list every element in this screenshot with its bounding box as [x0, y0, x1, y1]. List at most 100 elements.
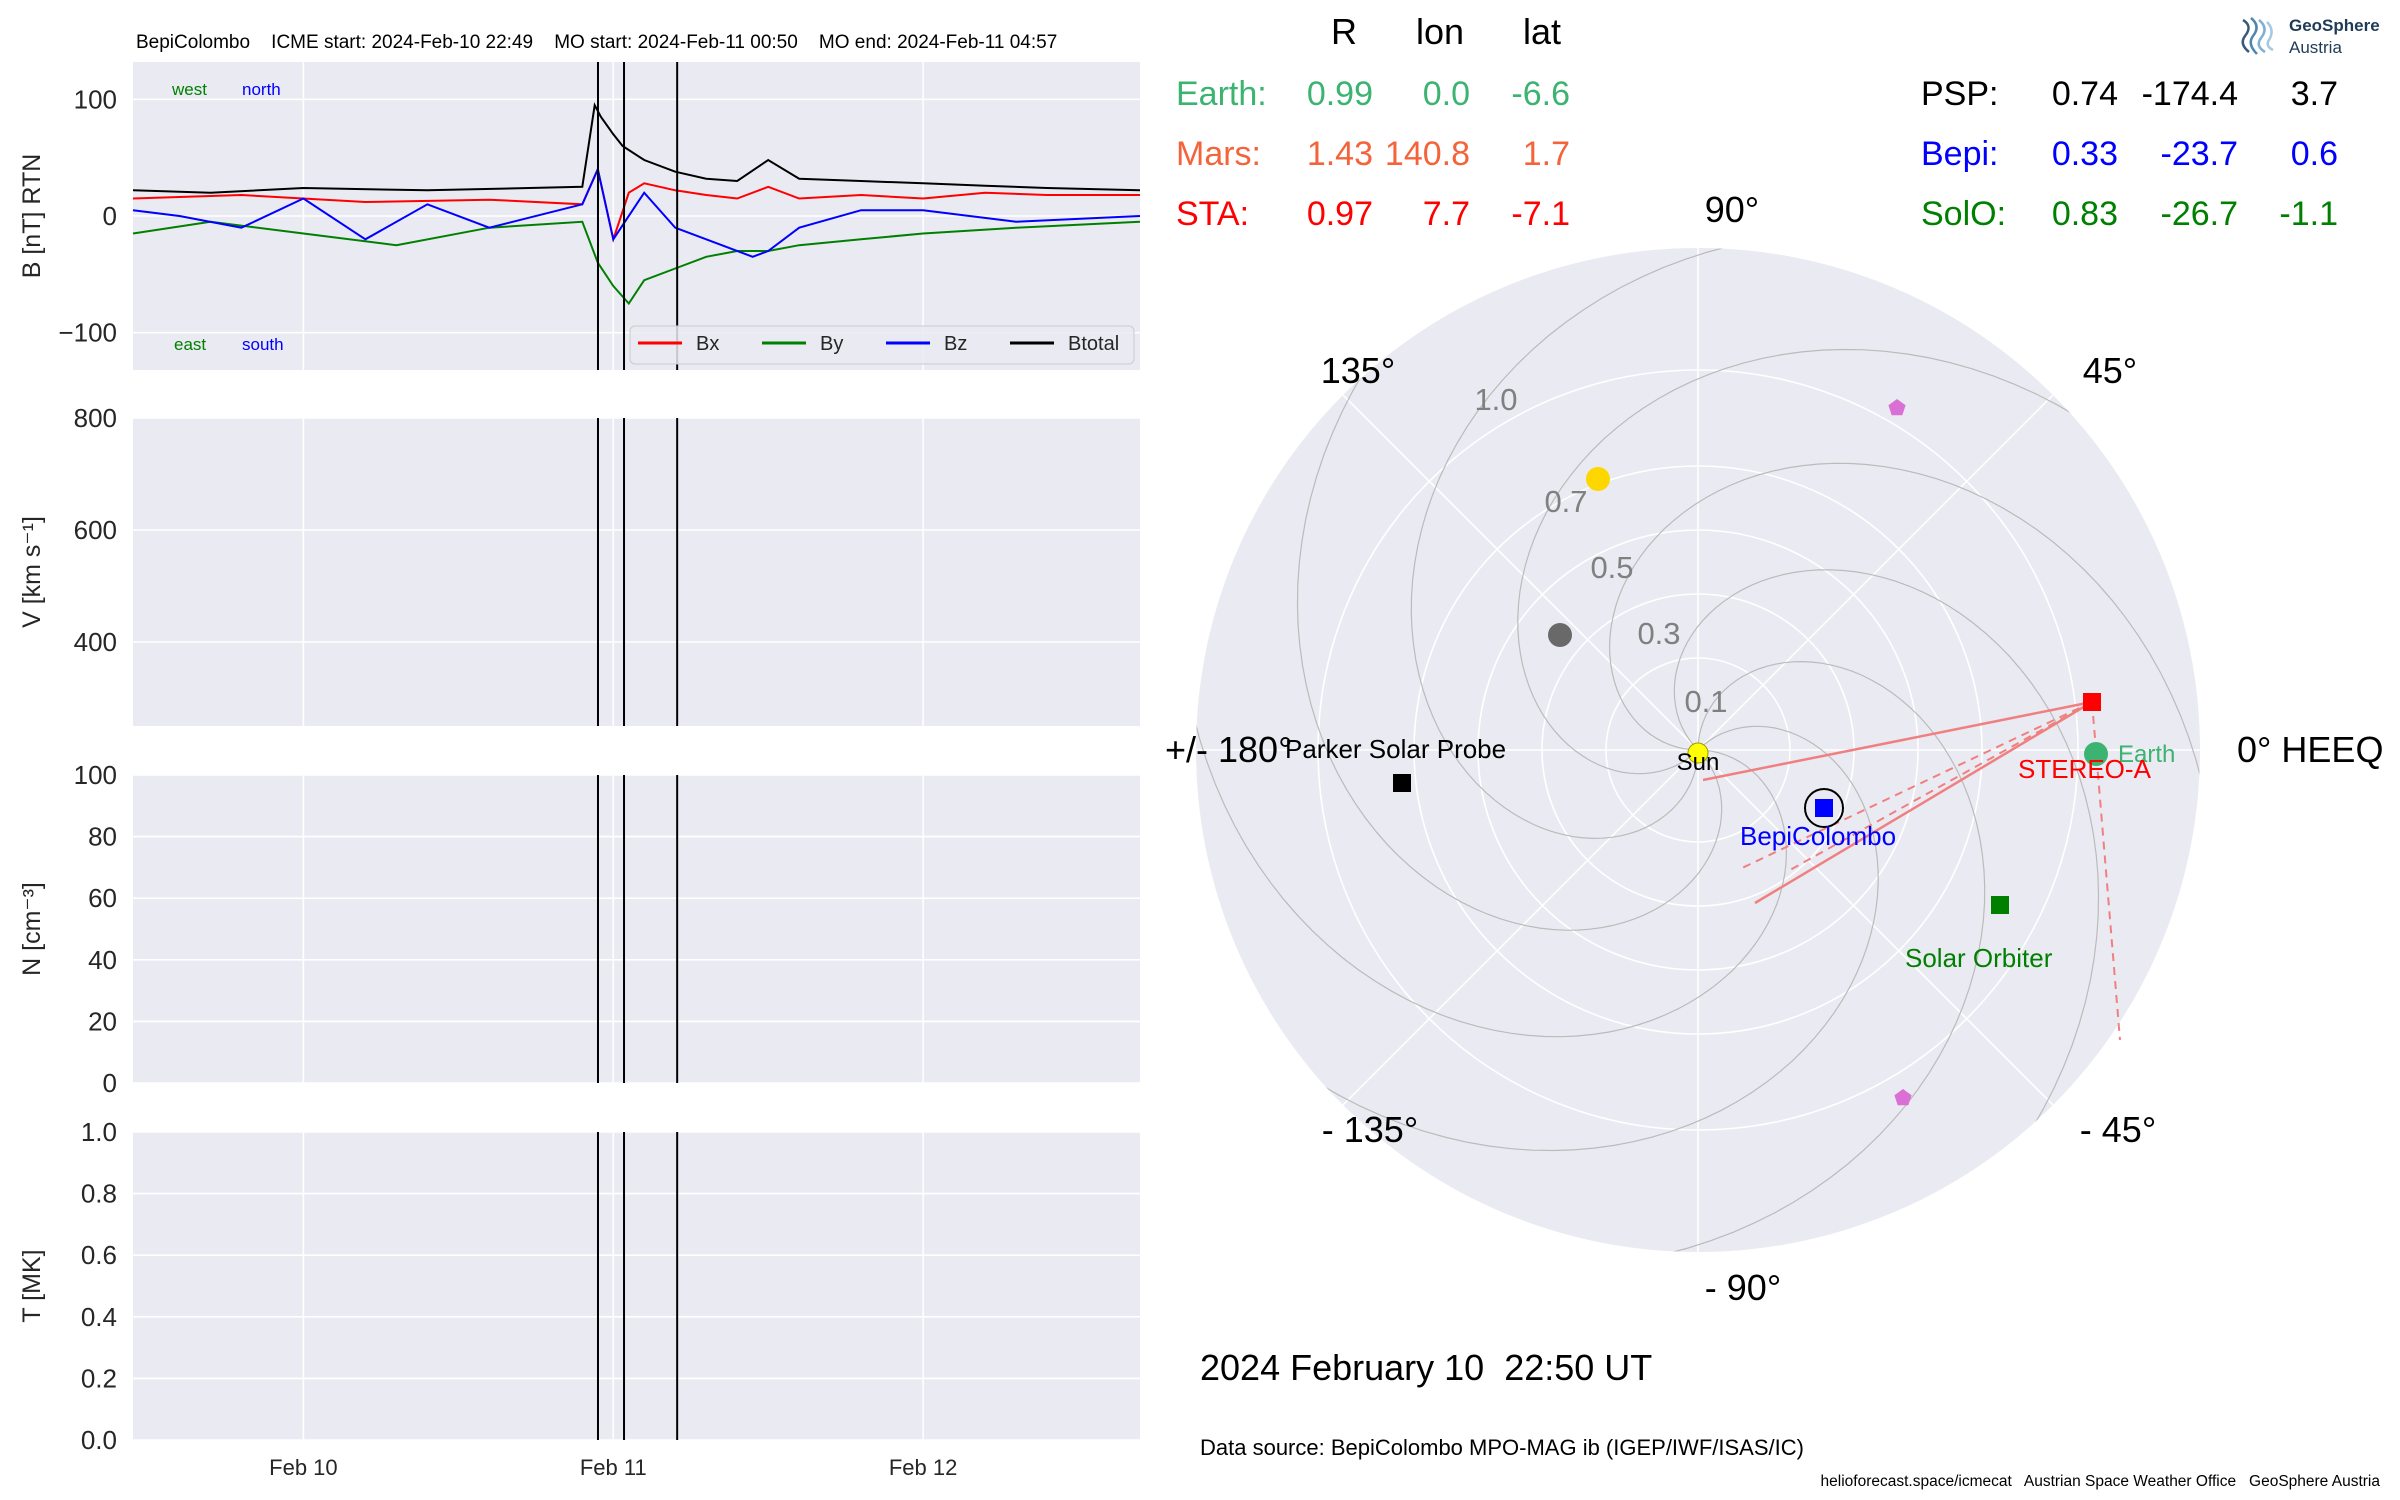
y-tick-label: 600: [74, 515, 117, 545]
legend-label-bx: Bx: [696, 333, 719, 355]
sun-label: Sun: [1677, 749, 1720, 776]
y-tick-label: −100: [58, 318, 117, 348]
time-label: 2024 February 10 22:50 UT: [1200, 1347, 1652, 1388]
table-row-label: PSP:: [1921, 75, 1998, 113]
table-row-label: Mars:: [1176, 135, 1261, 173]
series-line-btotal: [132, 102, 1141, 194]
y-tick-label: 1.0: [81, 1117, 117, 1147]
corner-label: south: [242, 335, 284, 354]
polar-angle-label: 0° HEEQ: [2237, 729, 2383, 770]
polar-r-tick-label: 0.1: [1684, 684, 1727, 719]
parker-spiral-line: [1608, 462, 2200, 1039]
y-axis-label: N [cm⁻³]: [18, 882, 46, 976]
position-table-left: Earth: 0.99 0.0 -6.6 Mars: 1.43 140.8 1.7 STA: 0.…: [1176, 75, 1570, 233]
parker-spiral-line: [1196, 461, 1788, 1038]
legend-box: [629, 325, 1135, 365]
y-tick-label: 40: [88, 945, 117, 975]
sta-line: [1702, 700, 2093, 782]
corner-label: west: [171, 80, 207, 99]
legend-label-btotal: Btotal: [1068, 333, 1119, 355]
table-row-label: STA:: [1176, 195, 1249, 233]
sta-line: [1754, 700, 2093, 905]
y-tick-label: 0.2: [81, 1363, 117, 1393]
polar-r-tick-label: 0.5: [1590, 550, 1633, 585]
y-tick-label: 0: [103, 201, 117, 231]
y-tick-label: 100: [74, 84, 117, 114]
table-value-lon: 0.0: [1423, 75, 1470, 113]
polar-angle-gridline: [1697, 394, 2054, 751]
panel-background: [133, 1132, 1140, 1440]
table-value-r: 0.83: [2052, 195, 2118, 233]
logo-line1: GeoSphere: [2289, 16, 2380, 35]
panel-background: [133, 418, 1140, 726]
table-row-label: SolO:: [1921, 195, 2006, 233]
table-value-r: 0.97: [1307, 195, 1373, 233]
bepicolombo-marker: [1815, 799, 1833, 817]
bepicolombo-ring: [1804, 788, 1844, 828]
table-value-lat: -7.1: [1511, 195, 1570, 233]
geosphere-logo: GeoSphere Austria: [2235, 12, 2385, 62]
y-tick-label: 0.4: [81, 1302, 117, 1332]
polar-angle-label: - 45°: [2080, 1109, 2156, 1150]
stereo-a-label: STEREO-A: [2018, 754, 2152, 784]
parker-spiral-line: [1296, 248, 1723, 931]
stereo-a-marker: [2083, 693, 2101, 711]
polar-angle-label: 45°: [2083, 350, 2137, 391]
x-tick-label: Feb 11: [580, 1455, 647, 1480]
pentagon-1-marker: [1888, 399, 1906, 416]
legend: Bx By Bz Btotal: [629, 325, 1135, 365]
velocity-panel: 800 600 400 V [km s⁻¹]: [18, 403, 1140, 726]
table-value-r: 0.99: [1307, 75, 1373, 113]
polar-angle-label: +/- 180°: [1165, 729, 1292, 770]
earth-label: Earth: [2118, 741, 2175, 768]
corner-label: north: [242, 80, 281, 99]
parker-spiral-line: [1196, 725, 1879, 1152]
polar-angle-gridline: [1697, 749, 2054, 1106]
sun-marker: [1687, 742, 1709, 764]
table-header: lat: [1523, 11, 1561, 52]
polar-angle-label: 135°: [1321, 350, 1395, 391]
polar-r-tick-label: 0.7: [1544, 484, 1587, 519]
data-source: Data source: BepiColombo MPO-MAG ib (IGE…: [1200, 1435, 1804, 1460]
table-value-lat: 3.7: [2291, 75, 2338, 113]
table-value-lon: -174.4: [2142, 75, 2238, 113]
y-tick-label: 0.6: [81, 1240, 117, 1270]
table-value-lat: -1.1: [2279, 195, 2338, 233]
parker-spiral-line: [1673, 569, 2100, 1252]
y-tick-label: 60: [88, 883, 117, 913]
table-value-lon: -23.7: [2161, 135, 2239, 173]
solar-orbiter-label: Solar Orbiter: [1905, 943, 2053, 973]
table-value-r: 0.74: [2052, 75, 2118, 113]
table-value-lon: 140.8: [1385, 135, 1470, 173]
corner-label: east: [174, 335, 206, 354]
y-axis-label: V [km s⁻¹]: [18, 516, 46, 628]
table-value-r: 0.33: [2052, 135, 2118, 173]
table-value-r: 1.43: [1307, 135, 1373, 173]
parker-spiral-line: [1409, 660, 1986, 1252]
parker-solar-probe-marker: [1393, 774, 1411, 792]
legend-label-bz: Bz: [944, 333, 967, 355]
table-value-lon: 7.7: [1423, 195, 1470, 233]
polar-angle-label: - 135°: [1322, 1109, 1418, 1150]
y-axis-label: B [nT] RTN: [18, 154, 46, 279]
temperature-panel: 1.0 0.8 0.6 0.4 0.2 0.0 T [MK] Feb 10 Feb 11 Feb …: [18, 1117, 1140, 1480]
panel-background: [133, 775, 1140, 1083]
jupiter-marker: [1586, 467, 1610, 491]
polar-angle-gridline: [1342, 394, 1699, 751]
table-value-lat: -6.6: [1511, 75, 1570, 113]
magnetic-field-panel: 100 0 −100 B [nT] RTN west north east south Bx By…: [18, 62, 1141, 370]
mars-marker: [1548, 623, 1572, 647]
y-axis-label: T [MK]: [18, 1249, 46, 1322]
position-table-right: PSP: 0.74 -174.4 3.7 Bepi: 0.33 -23.7 0.6 SolO: 0…: [1921, 75, 2338, 233]
y-tick-label: 20: [88, 1006, 117, 1036]
table-row-label: Bepi:: [1921, 135, 1999, 173]
y-tick-label: 800: [74, 403, 117, 433]
y-tick-label: 0.8: [81, 1179, 117, 1209]
polar-angle-label: 90°: [1705, 189, 1759, 230]
earth-marker: [2084, 742, 2108, 766]
chart-title: BepiColombo ICME start: 2024-Feb-10 22:4…: [136, 32, 1057, 53]
x-tick-label: Feb 10: [269, 1455, 338, 1480]
credits: helioforecast.space/icmecat Austrian Spa…: [1821, 1473, 2381, 1490]
solar-orbiter-marker: [1991, 896, 2009, 914]
y-tick-label: 0.0: [81, 1425, 117, 1455]
